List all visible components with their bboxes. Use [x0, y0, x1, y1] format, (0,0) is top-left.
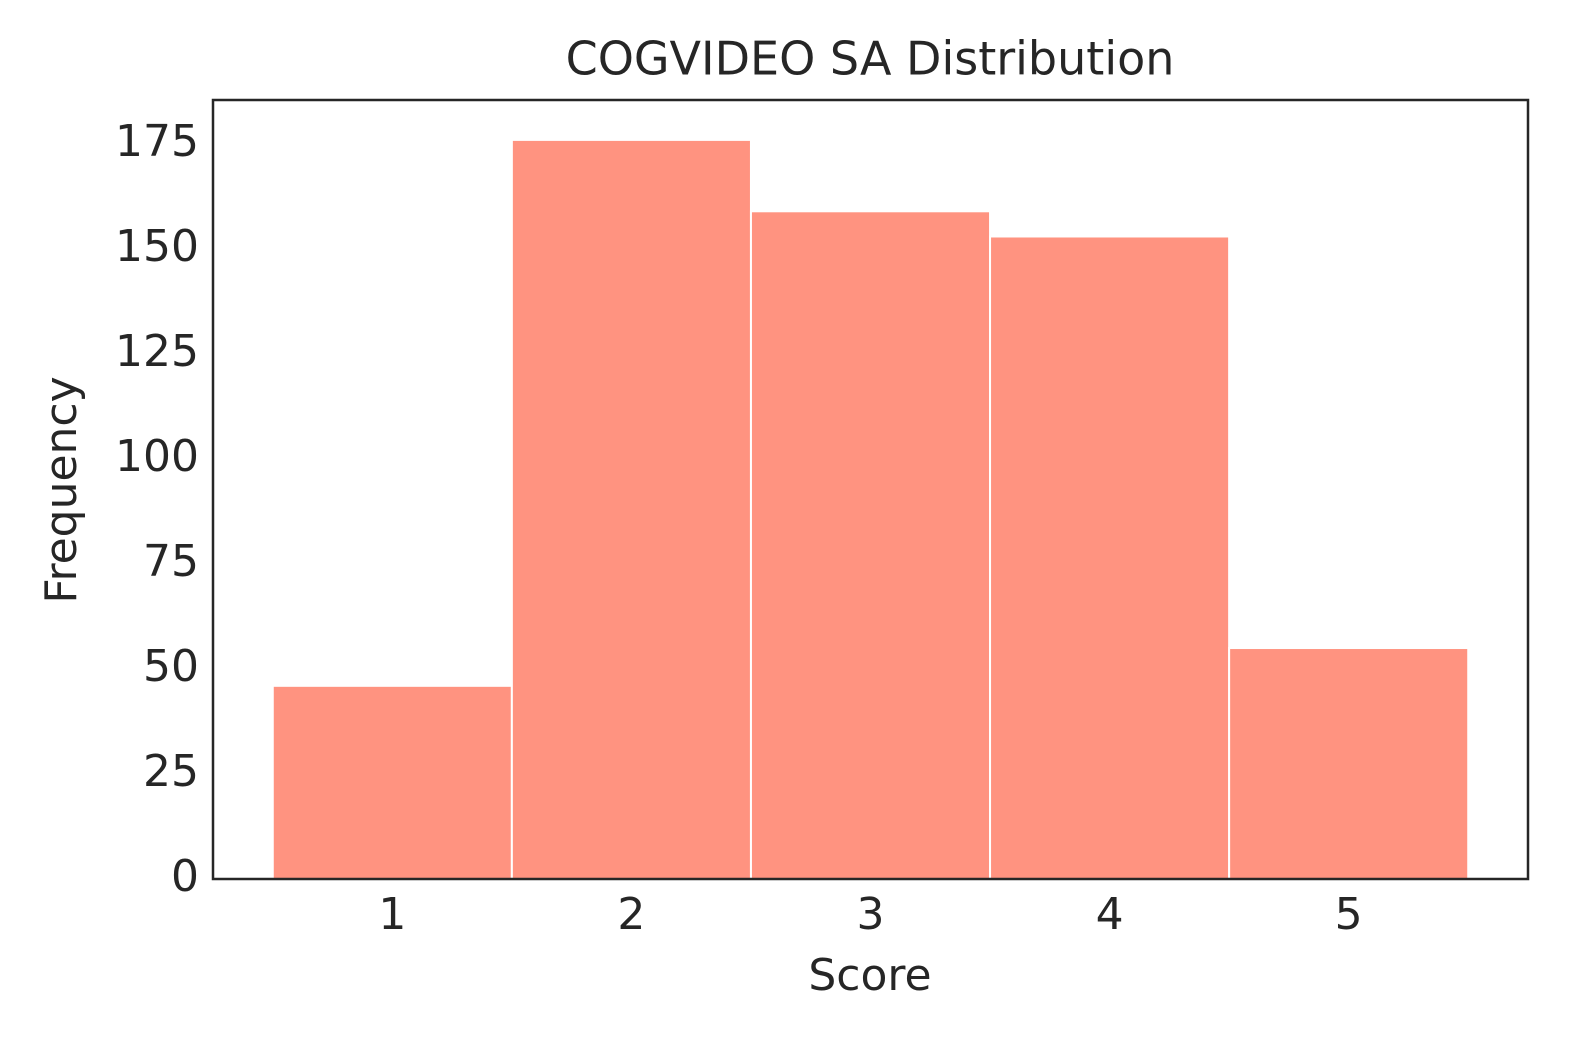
chart-title: COGVIDEO SA Distribution — [566, 32, 1175, 86]
y-tick-label: 75 — [143, 536, 199, 587]
bar — [271, 684, 513, 880]
y-tick-label: 175 — [115, 116, 199, 167]
y-tick-label: 0 — [171, 851, 199, 902]
y-tick-label: 50 — [143, 641, 199, 692]
x-tick-label: 5 — [1335, 889, 1363, 940]
bar — [989, 235, 1231, 880]
y-tick-label: 25 — [143, 746, 199, 797]
x-tick-label: 2 — [617, 889, 645, 940]
x-tick-label: 1 — [378, 889, 406, 940]
y-axis-label: Frequency — [36, 376, 87, 603]
x-tick-label: 4 — [1096, 889, 1124, 940]
y-tick-label: 100 — [115, 431, 199, 482]
plot-frame — [211, 98, 1530, 881]
y-tick-label: 125 — [115, 326, 199, 377]
bar — [1228, 647, 1470, 881]
bar — [510, 138, 752, 880]
x-tick-label: 3 — [857, 889, 885, 940]
y-tick-label: 150 — [115, 221, 199, 272]
bar — [749, 210, 992, 881]
x-axis-label: Score — [808, 950, 931, 1001]
